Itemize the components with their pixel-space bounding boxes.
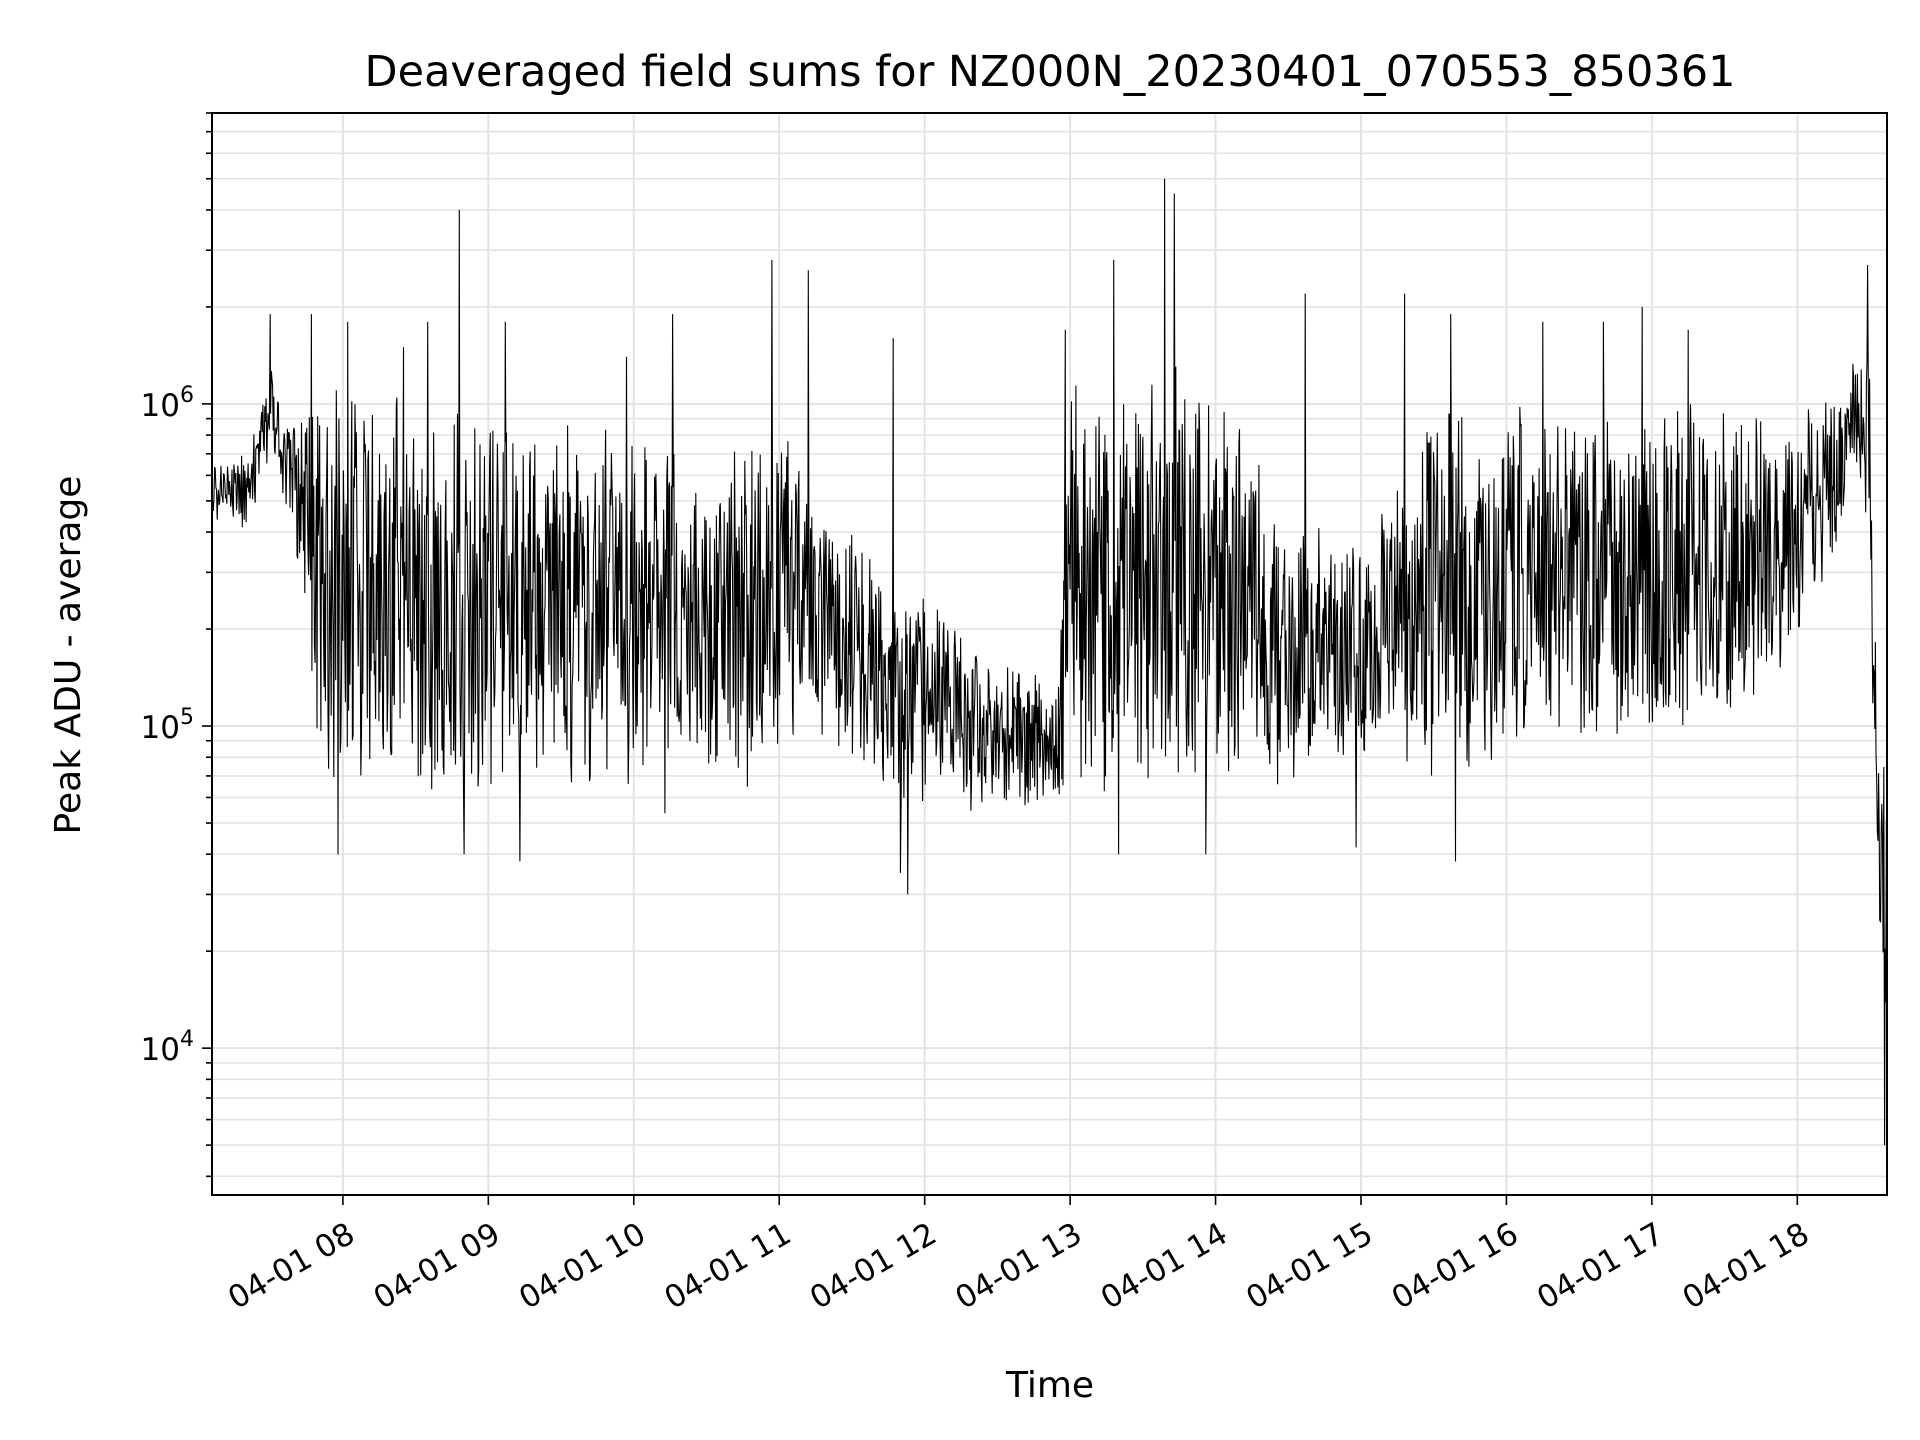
data-line	[211, 178, 1888, 1146]
y-tick-label: 106	[141, 383, 194, 424]
y-tick-label: 104	[141, 1027, 194, 1068]
y-tick-label: 105	[141, 705, 194, 746]
plot-frame	[211, 112, 1888, 1196]
y-axis-label: Peak ADU - average	[48, 476, 89, 835]
x-axis-label: Time	[1005, 1365, 1094, 1406]
chart-title: Deaveraged field sums for NZ000N_2023040…	[365, 47, 1736, 97]
y-axis: 104 105 106	[141, 112, 212, 1178]
